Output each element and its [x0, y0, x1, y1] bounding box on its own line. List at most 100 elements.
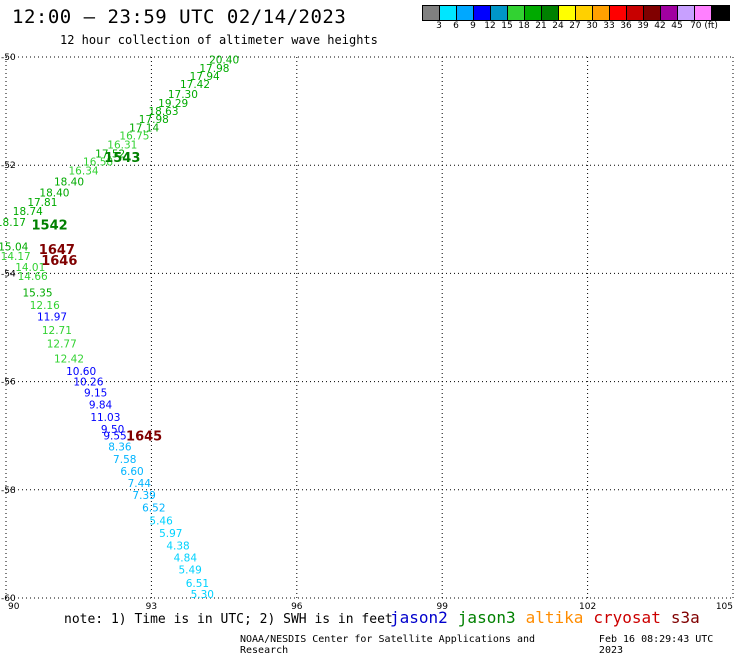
generated-timestamp: Feb 16 08:29:43 UTC 2023 [598, 634, 714, 656]
wave-height-value: 7.58 [113, 454, 136, 466]
pass-time-label: 1645 [126, 430, 162, 445]
credit-text: NOAA/NESDIS Center for Satellite Applica… [240, 634, 536, 656]
wave-height-value: 17.30 [168, 89, 198, 101]
legend-label: 12 [484, 21, 496, 31]
wave-height-value: 7.39 [132, 490, 155, 502]
wave-height-value: 9.84 [89, 399, 113, 411]
legend-label: 30 [586, 21, 598, 31]
wave-height-value: 12.71 [42, 325, 72, 337]
wave-height-value: 14.01 [15, 262, 45, 274]
wave-height-value: 17.42 [180, 79, 210, 91]
legend-label: 18 [518, 21, 530, 31]
legend-label: 27 [569, 21, 581, 31]
y-tick-label: -58 [1, 486, 16, 496]
legend-swatch [423, 6, 440, 20]
wave-height-value: 16.34 [69, 166, 99, 178]
legend-label: 9 [470, 21, 476, 31]
pass-time-label: 1646 [41, 254, 77, 269]
satellite-cryosat: cryosat [593, 608, 661, 627]
legend-swatch [474, 6, 491, 20]
y-tick-label: -56 [1, 378, 16, 388]
wave-height-value: 9.55 [103, 431, 126, 443]
wave-height-value: 18.40 [54, 176, 84, 188]
wave-height-value: 9.50 [101, 424, 124, 436]
wave-height-value: 19.29 [158, 98, 188, 110]
wave-height-value: 16.75 [119, 130, 149, 142]
wave-height-value: 11.97 [37, 312, 67, 324]
footer: NOAA/NESDIS Center for Satellite Applica… [240, 634, 740, 656]
legend-swatch [593, 6, 610, 20]
wave-height-value: 15.04 [0, 241, 29, 253]
page-subtitle: 12 hour collection of altimeter wave hei… [60, 33, 378, 47]
x-tick-label: 105 [716, 602, 733, 612]
satellite-altika: altika [525, 608, 584, 627]
legend-swatch [542, 6, 559, 20]
legend-label: 21 [535, 21, 547, 31]
wave-height-value: 12.77 [47, 339, 77, 351]
wave-height-value: 14.17 [1, 251, 31, 263]
wave-height-value: 18.63 [148, 106, 178, 118]
legend-swatch [644, 6, 661, 20]
wave-height-value: 5.30 [191, 589, 214, 601]
legend-swatch [576, 6, 593, 20]
wave-height-value: 17.81 [27, 197, 57, 209]
y-tick-label: -54 [1, 269, 16, 279]
legend-label: 70 (ft) [690, 21, 718, 31]
wave-height-value: 18.74 [13, 206, 43, 218]
wave-height-value: 5.46 [149, 516, 173, 528]
wave-height-value: 6.60 [120, 466, 143, 478]
units-note: note: 1) Time is in UTC; 2) SWH is in fe… [64, 612, 393, 627]
wave-height-value: 17.98 [139, 114, 169, 126]
wave-height-value: 9.15 [84, 387, 107, 399]
wave-height-value: 10.60 [66, 366, 96, 378]
x-tick-label: 93 [146, 602, 157, 612]
wave-height-value: 12.16 [30, 300, 60, 312]
wave-height-value: 18.17 [0, 217, 26, 229]
y-tick-label: -52 [1, 161, 16, 171]
wave-height-value: 15.35 [22, 287, 52, 299]
legend-label: 36 [620, 21, 632, 31]
legend-label: 6 [453, 21, 459, 31]
wave-height-value: 11.03 [90, 412, 120, 424]
wave-height-value: 5.97 [159, 528, 182, 540]
satellite-jason3: jason3 [457, 608, 516, 627]
legend-label: 42 [654, 21, 666, 31]
satellite-legend: jason2 jason3 altika cryosat s3a [390, 608, 700, 627]
pass-time-label: 1647 [39, 243, 75, 258]
wave-height-value: 17.98 [199, 63, 229, 75]
x-tick-label: 96 [291, 602, 303, 612]
x-tick-label: 90 [8, 602, 20, 612]
satellite-s3a: s3a [670, 608, 700, 627]
x-tick-label: 99 [436, 602, 448, 612]
wave-height-value: 4.38 [166, 541, 189, 553]
legend-label: 39 [637, 21, 649, 31]
legend-swatch [695, 6, 712, 20]
wave-height-value: 17.94 [190, 71, 220, 83]
wave-height-value: 8.36 [108, 442, 132, 454]
legend-swatch [712, 6, 729, 20]
legend-swatch [610, 6, 627, 20]
wave-height-value: 17.52 [95, 148, 125, 160]
wave-height-value: 6.51 [186, 578, 209, 590]
page-title: 12:00 — 23:59 UTC 02/14/2023 [12, 6, 347, 28]
wave-height-value: 10.26 [73, 377, 103, 389]
legend-label: 3 [436, 21, 442, 31]
wave-height-value: 16.58 [83, 156, 113, 168]
wave-height-value: 12.42 [54, 353, 84, 365]
legend-label: 45 [671, 21, 683, 31]
wave-height-value: 14.66 [18, 271, 48, 283]
legend-swatch [508, 6, 525, 20]
legend-swatch [457, 6, 474, 20]
legend-swatch [525, 6, 542, 20]
satellite-jason2: jason2 [390, 608, 448, 627]
legend-label: 15 [501, 21, 513, 31]
legend-label: 33 [603, 21, 615, 31]
legend-swatch [491, 6, 508, 20]
color-legend [422, 5, 730, 21]
legend-swatch [440, 6, 457, 20]
legend-swatch [678, 6, 695, 20]
pass-time-label: 1543 [104, 151, 140, 166]
wave-height-value: 16.31 [107, 140, 137, 152]
wave-height-value: 20.40 [209, 55, 239, 67]
